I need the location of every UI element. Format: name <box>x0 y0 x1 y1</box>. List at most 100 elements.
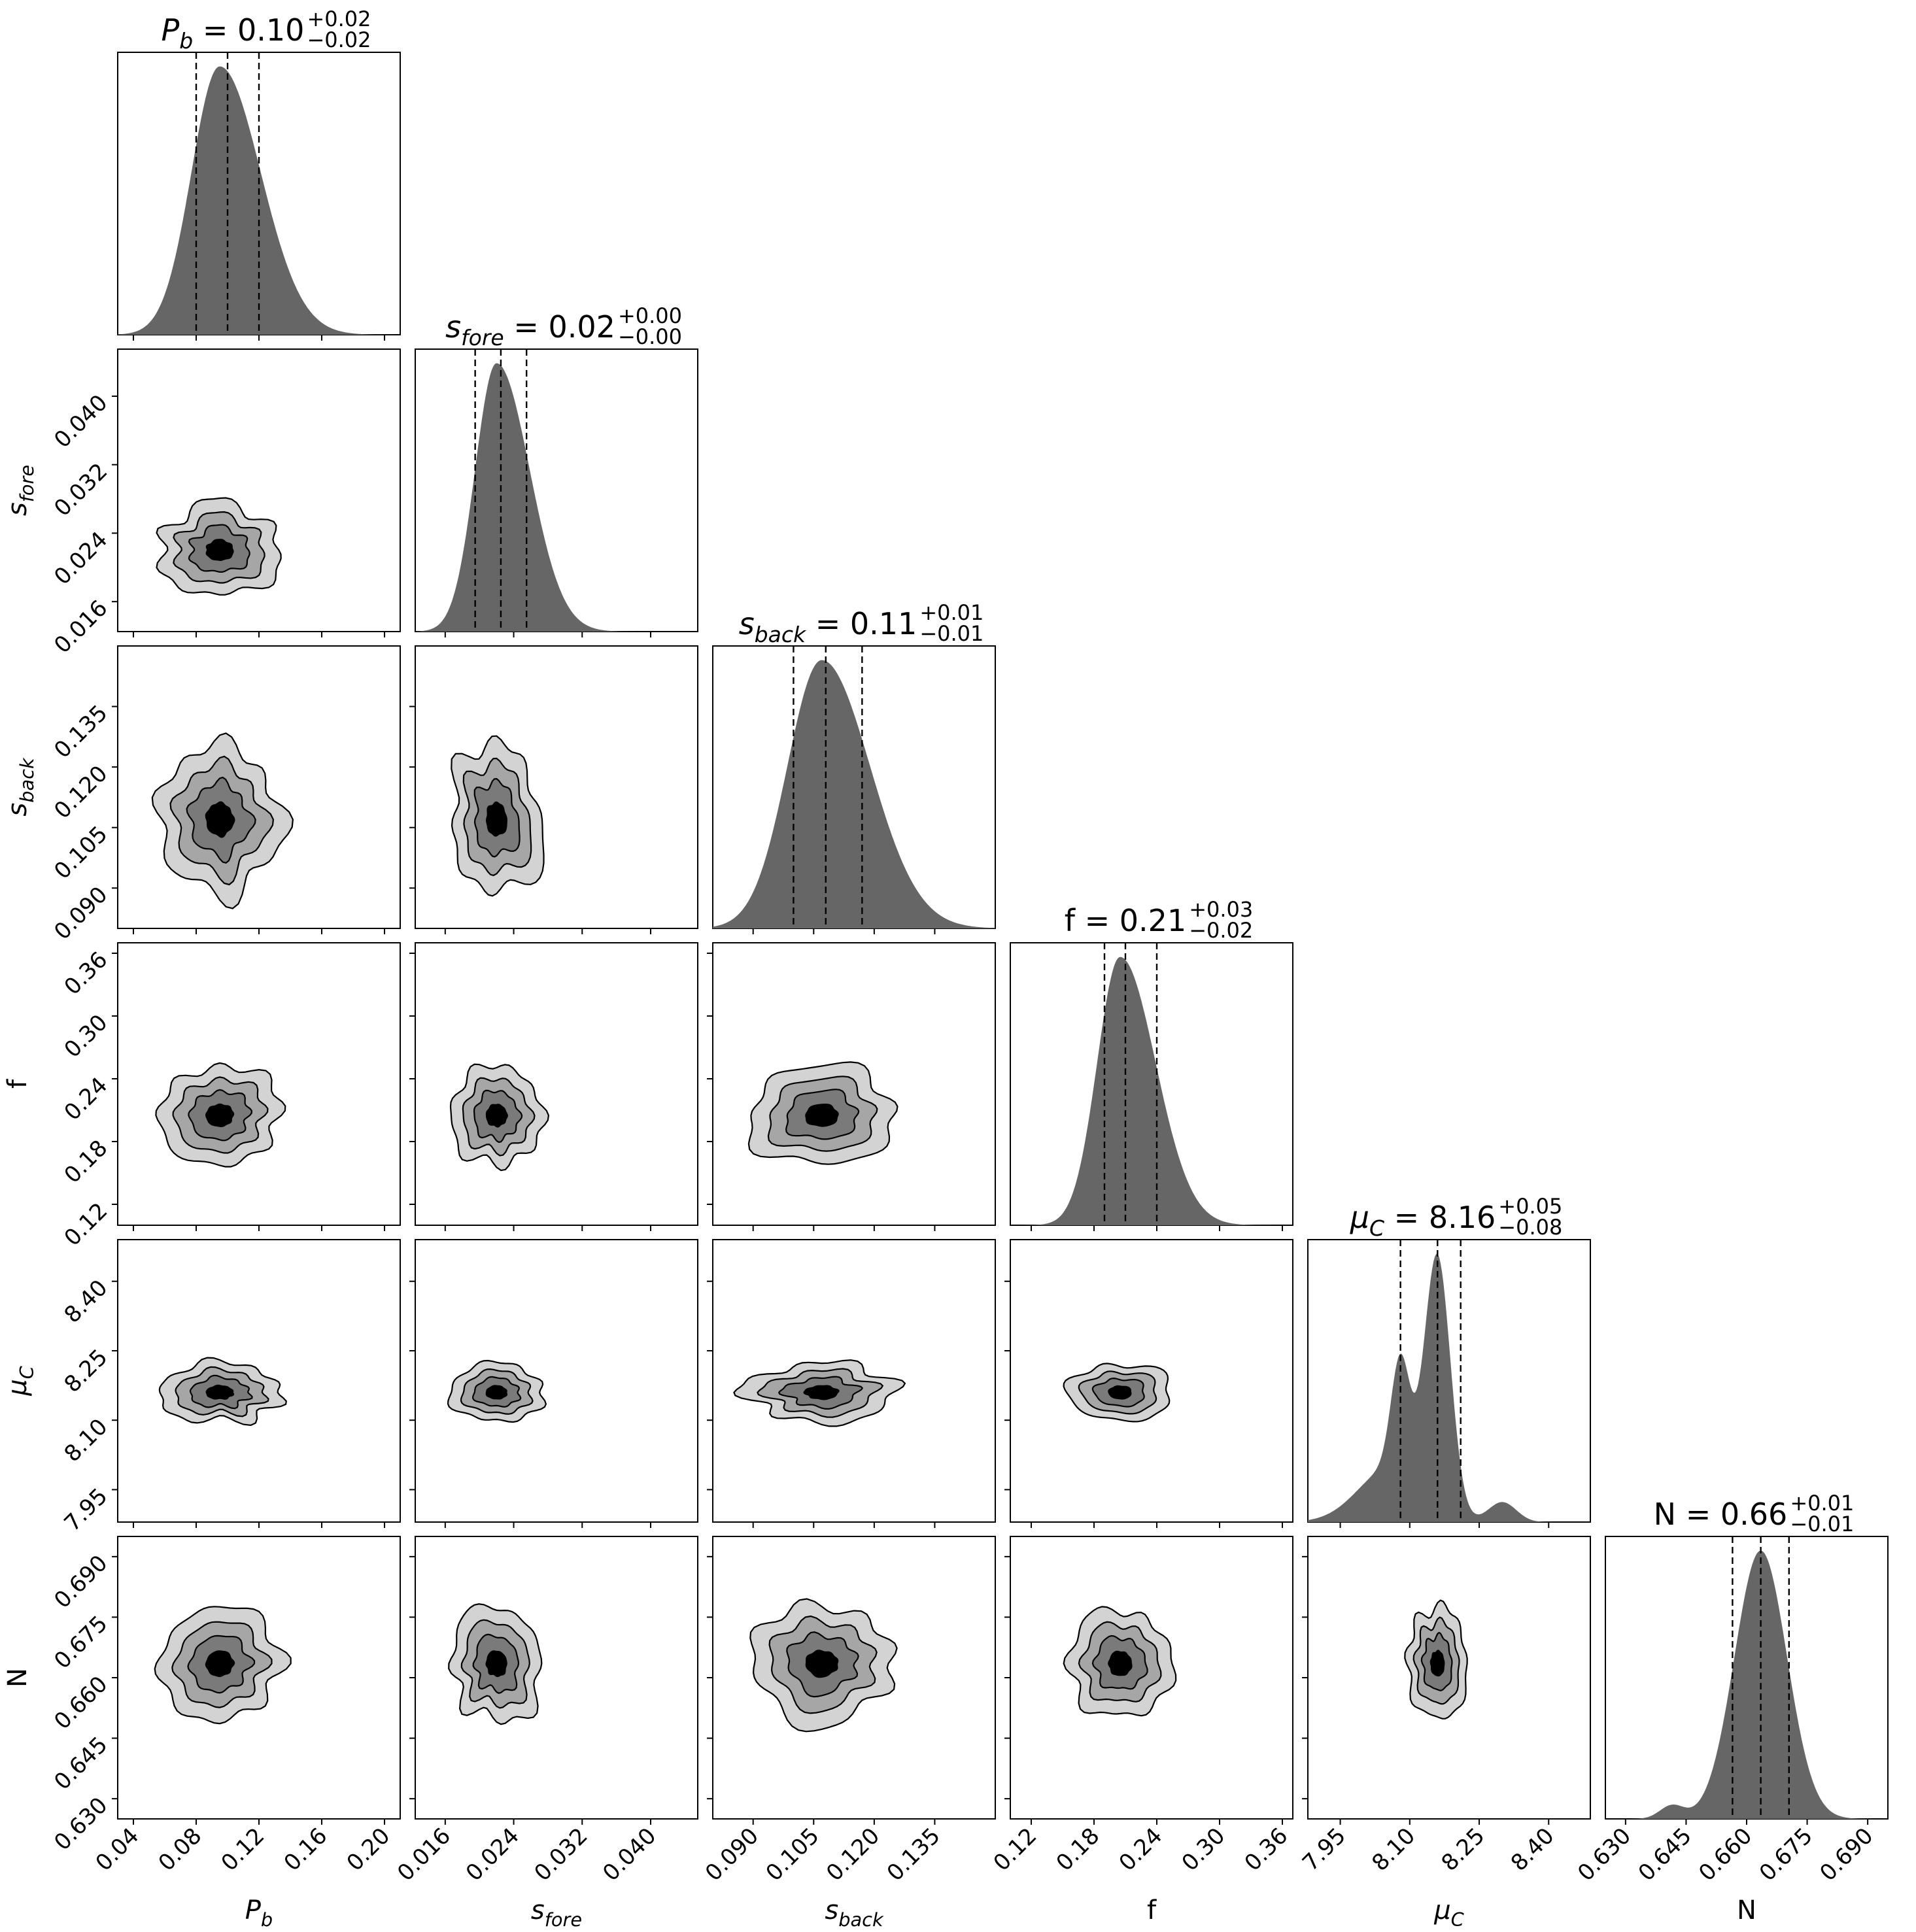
x-tick-label: 8.40 <box>1506 1823 1560 1876</box>
y-tick-label: 8.10 <box>60 1414 113 1467</box>
x-tick-label: 0.36 <box>1240 1823 1293 1876</box>
title-lower-error-sfore: −0.00 <box>618 324 682 349</box>
contour-level-4 <box>205 1650 235 1678</box>
title-upper-error-sback: +0.01 <box>919 600 984 625</box>
title-upper-error-muC: +0.05 <box>1498 1194 1562 1219</box>
x-axis-label-sback: sback <box>825 1895 884 1931</box>
x-tick-label: 0.135 <box>882 1823 946 1886</box>
hist-panel-sback <box>712 645 996 934</box>
y-axis-label-muC: μC <box>3 1365 38 1396</box>
x-axis-label-muC: μC <box>1433 1895 1464 1931</box>
title-upper-error-f: +0.03 <box>1189 897 1253 922</box>
contour-panel-N-vs-sback <box>707 1536 996 1825</box>
contour-level-4 <box>1429 1650 1445 1677</box>
title-sfore: sfore = 0.02 +0.00−0.00 <box>445 303 682 350</box>
x-tick-label: 0.30 <box>1177 1823 1231 1876</box>
x-tick-label: 0.24 <box>1114 1823 1168 1876</box>
y-tick-label: 0.645 <box>49 1732 112 1795</box>
title-upper-error-N: +0.01 <box>1790 1491 1854 1516</box>
y-tick-label: 0.040 <box>49 390 112 453</box>
contour-panel-sback-vs-Pb <box>112 645 401 934</box>
x-tick-label: 0.18 <box>1052 1823 1105 1876</box>
title-lower-error-sback: −0.01 <box>919 621 984 646</box>
x-tick-label: 0.04 <box>91 1823 145 1876</box>
contour-panel-N-vs-Pb <box>112 1536 401 1825</box>
density-sback <box>713 660 995 928</box>
title-N: N = 0.66 +0.01−0.01 <box>1654 1491 1855 1536</box>
contour-panel-sback-vs-sfore <box>409 645 698 934</box>
contour-level-4 <box>803 1385 840 1400</box>
contour-level-4 <box>205 1103 235 1128</box>
contour-panel-sfore-vs-Pb <box>112 348 401 637</box>
contour-panel-N-vs-sfore <box>409 1536 698 1825</box>
density-sfore <box>415 363 698 632</box>
x-tick-label: 0.08 <box>154 1823 207 1876</box>
y-axis-label-sback: sback <box>3 757 38 817</box>
y-tick-label: 0.105 <box>49 821 112 885</box>
contour-level-4 <box>205 539 234 561</box>
y-tick-label: 0.135 <box>49 700 112 764</box>
contour-panel-N-vs-muC <box>1302 1536 1591 1825</box>
title-lower-error-Pb: −0.02 <box>307 27 371 52</box>
y-axis-label-f: f <box>3 1079 33 1089</box>
title-muC: μC = 8.16 +0.05−0.08 <box>1350 1194 1563 1241</box>
y-tick-label: 0.016 <box>49 595 112 658</box>
y-tick-label: 0.090 <box>49 881 112 945</box>
x-axis-label-N: N <box>1737 1895 1756 1925</box>
x-tick-label: 0.105 <box>761 1823 825 1886</box>
x-tick-label: 0.20 <box>342 1823 396 1876</box>
y-tick-label: 8.25 <box>60 1344 113 1398</box>
contour-level-4 <box>1108 1650 1133 1676</box>
x-tick-label: 0.16 <box>279 1823 333 1876</box>
title-upper-error-Pb: +0.02 <box>307 7 371 31</box>
density-f <box>1010 957 1293 1225</box>
contour-level-4 <box>805 1650 839 1678</box>
contour-panel-N-vs-f <box>1004 1536 1293 1825</box>
title-sback: sback = 0.11 +0.01−0.01 <box>739 600 984 647</box>
contour-panel-muC-vs-Pb <box>112 1239 401 1528</box>
x-tick-label: 0.032 <box>530 1823 593 1886</box>
density-muC <box>1308 1253 1590 1522</box>
contour-level-4 <box>805 1104 839 1127</box>
y-tick-label: 7.95 <box>60 1483 113 1537</box>
hist-panel-sfore <box>415 348 698 637</box>
title-main-f: f = 0.21 <box>1065 903 1186 938</box>
title-main-sfore: sfore = 0.02 <box>445 309 615 350</box>
title-upper-error-sfore: +0.00 <box>618 303 682 328</box>
x-tick-label: 0.675 <box>1754 1823 1818 1886</box>
y-tick-label: 0.024 <box>49 527 112 590</box>
hist-panel-Pb <box>117 52 401 341</box>
contour-level-4 <box>485 1385 507 1400</box>
y-tick-label: 0.660 <box>49 1671 112 1735</box>
contour-panel-f-vs-sback <box>707 942 996 1231</box>
title-lower-error-muC: −0.08 <box>1498 1215 1562 1240</box>
panel-frame <box>415 942 698 1226</box>
x-tick-label: 0.024 <box>461 1823 524 1886</box>
x-tick-label: 7.95 <box>1297 1823 1351 1876</box>
hist-panel-f <box>1010 942 1293 1231</box>
title-main-muC: μC = 8.16 <box>1350 1200 1496 1241</box>
contour-panel-muC-vs-f <box>1004 1239 1293 1528</box>
y-tick-label: 0.032 <box>49 458 112 522</box>
contour-panel-muC-vs-sfore <box>409 1239 698 1528</box>
x-tick-label: 0.630 <box>1573 1823 1636 1886</box>
contour-panel-muC-vs-sback <box>707 1239 996 1528</box>
x-tick-label: 0.090 <box>700 1823 764 1886</box>
y-tick-label: 0.36 <box>60 947 113 1000</box>
x-tick-label: 0.690 <box>1815 1823 1878 1886</box>
contour-level-4 <box>485 801 507 837</box>
y-axis-label-N: N <box>3 1668 33 1687</box>
hist-panel-muC <box>1307 1239 1591 1528</box>
y-axis-label-sfore: sfore <box>3 465 38 516</box>
panel-frame <box>117 348 401 632</box>
y-tick-label: 0.120 <box>49 760 112 824</box>
contour-level-4 <box>205 1384 235 1400</box>
contour-panel-f-vs-sfore <box>409 942 698 1231</box>
x-tick-label: 0.016 <box>392 1823 456 1886</box>
x-axis-label-f: f <box>1147 1895 1157 1925</box>
contour-level-4 <box>205 801 235 838</box>
x-tick-label: 0.120 <box>821 1823 885 1886</box>
x-tick-label: 8.25 <box>1437 1823 1490 1876</box>
x-axis-label-Pb: Pb <box>245 1895 273 1931</box>
hist-panel-N <box>1605 1536 1889 1825</box>
